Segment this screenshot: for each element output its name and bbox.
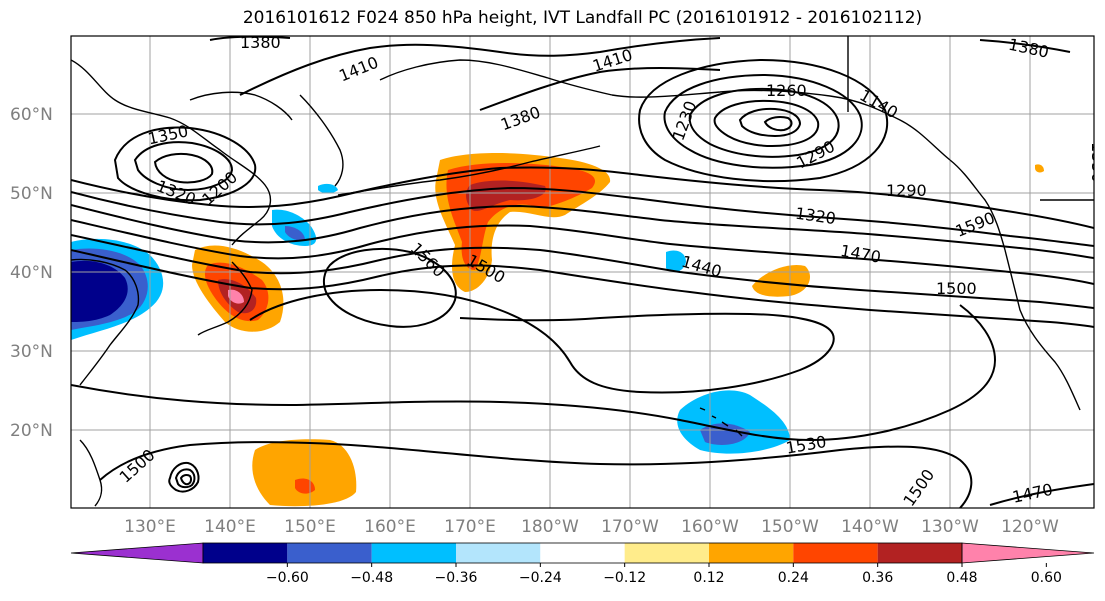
lon-label: 150°E xyxy=(284,517,336,537)
lat-label: 20°N xyxy=(10,421,53,441)
map-title: 2016101612 F024 850 hPa height, IVT Land… xyxy=(242,8,923,28)
lon-label: 180°W xyxy=(521,517,579,537)
contour-label: 1350 xyxy=(1088,142,1105,183)
contour-low-south-1 xyxy=(168,461,200,493)
contour-1470-south xyxy=(989,483,1094,506)
contour-low-east-4 xyxy=(713,99,820,147)
colorbar-bin xyxy=(793,543,878,563)
contour-label: 1500 xyxy=(936,279,977,298)
colorbar-tick-label: 0.48 xyxy=(946,570,977,586)
lat-label: 60°N xyxy=(10,105,53,125)
colorbar-tick-label: −0.48 xyxy=(350,570,393,586)
colorbar-bin xyxy=(203,543,288,563)
latitude-labels: 60°N 50°N 40°N 30°N 20°N xyxy=(10,105,53,441)
contour-label: 1380 xyxy=(240,33,281,52)
contour-low-east-2 xyxy=(663,73,863,169)
contour-low-south-2 xyxy=(174,468,196,489)
coast-japan xyxy=(197,261,253,336)
contour-low-west-1 xyxy=(113,126,257,202)
colorbar-bin xyxy=(709,543,794,563)
colorbar-tick-label: 0.24 xyxy=(778,570,809,586)
contour-1500-south xyxy=(99,441,973,508)
colorbar-bin xyxy=(877,543,962,563)
colorbar-tick-label: −0.24 xyxy=(519,570,562,586)
coast-kamchatka xyxy=(299,94,344,187)
coast-aleutians xyxy=(337,145,601,196)
pos-region-ne xyxy=(1035,164,1044,173)
lon-label: 130°E xyxy=(124,517,176,537)
coast-asia-north xyxy=(71,59,272,246)
colorbar-tick-label: −0.36 xyxy=(435,570,478,586)
contour-low-east-3 xyxy=(688,87,840,158)
contour-low-west-2 xyxy=(133,141,234,192)
contour-low-east-5 xyxy=(738,107,802,138)
lon-label: 150°W xyxy=(761,517,819,537)
coast-okhotsk xyxy=(189,91,293,121)
lon-label: 130°W xyxy=(921,517,979,537)
contour-label: 1260 xyxy=(766,81,807,100)
colorbar-bin xyxy=(540,543,625,563)
lon-label: 160°E xyxy=(364,517,416,537)
colorbar-bin xyxy=(624,543,709,563)
lon-label: 170°W xyxy=(601,517,659,537)
contour-1470 xyxy=(71,234,1094,309)
coast-hawaii xyxy=(699,407,743,437)
lat-label: 30°N xyxy=(10,342,53,362)
colorbar-tick-label: −0.12 xyxy=(603,570,646,586)
contour-label: 1290 xyxy=(886,181,927,200)
lon-label: 160°W xyxy=(681,517,739,537)
colorbar: −0.60 −0.48 −0.36 −0.24 −0.12 0.12 0.24 0.36 0.4… xyxy=(70,542,1095,586)
contour-1410-north xyxy=(239,37,721,96)
coast-alaska-west xyxy=(379,59,613,96)
lon-label: 120°W xyxy=(1001,517,1059,537)
contour-1380-north xyxy=(209,36,291,41)
colorbar-outline xyxy=(202,542,963,564)
colorbar-tick-label: 0.60 xyxy=(1031,570,1062,586)
lon-label: 140°W xyxy=(841,517,899,537)
contour-1380-ne xyxy=(979,39,1071,53)
colorbar-bin xyxy=(287,543,372,563)
longitude-labels: 130°E 140°E 150°E 160°E 170°E 180°W 170°… xyxy=(124,517,1059,537)
coast-korea-china xyxy=(71,258,140,386)
colorbar-tick-label: 0.12 xyxy=(693,570,724,586)
neg-region-nw2 xyxy=(318,183,338,194)
contour-low-east-6 xyxy=(763,116,793,132)
colorbar-tick-label: −0.60 xyxy=(266,570,309,586)
contour-low-south-3 xyxy=(179,473,193,486)
contour-low-east-1 xyxy=(638,58,889,183)
colorbar-tick-label: 0.36 xyxy=(862,570,893,586)
lon-label: 170°E xyxy=(444,517,496,537)
contour-1560 xyxy=(249,288,835,394)
contour-1320 xyxy=(71,186,1094,247)
pos-region-south xyxy=(252,439,357,507)
neg-region-asia-strong xyxy=(71,260,128,322)
colorbar-bin xyxy=(371,543,456,563)
contour-1380-mid xyxy=(479,67,721,111)
neg-region-nw-mid xyxy=(285,226,305,241)
graticule xyxy=(71,36,1094,508)
lat-label: 40°N xyxy=(10,263,53,283)
contour-1440 xyxy=(71,219,1094,285)
colorbar-extend-high xyxy=(961,542,1095,564)
ivt-shading xyxy=(71,153,1044,507)
neg-region-hawaii-mid xyxy=(700,423,750,445)
pos-region-japan-extreme xyxy=(228,289,244,304)
height-contours xyxy=(71,36,1094,508)
contour-1530 xyxy=(71,304,997,442)
contour-low-west-3 xyxy=(153,152,214,184)
colorbar-bin xyxy=(456,543,541,563)
contour-1350 xyxy=(71,204,1094,259)
lon-label: 140°E xyxy=(204,517,256,537)
contour-1590 xyxy=(322,247,457,328)
coast-us-west xyxy=(1004,249,1081,411)
map-border xyxy=(70,35,1095,509)
pos-region-east1 xyxy=(752,264,810,297)
neg-region-mid xyxy=(666,250,686,273)
colorbar-extend-low xyxy=(70,542,204,564)
contour-1290 xyxy=(71,166,1094,229)
lat-label: 50°N xyxy=(10,184,53,204)
